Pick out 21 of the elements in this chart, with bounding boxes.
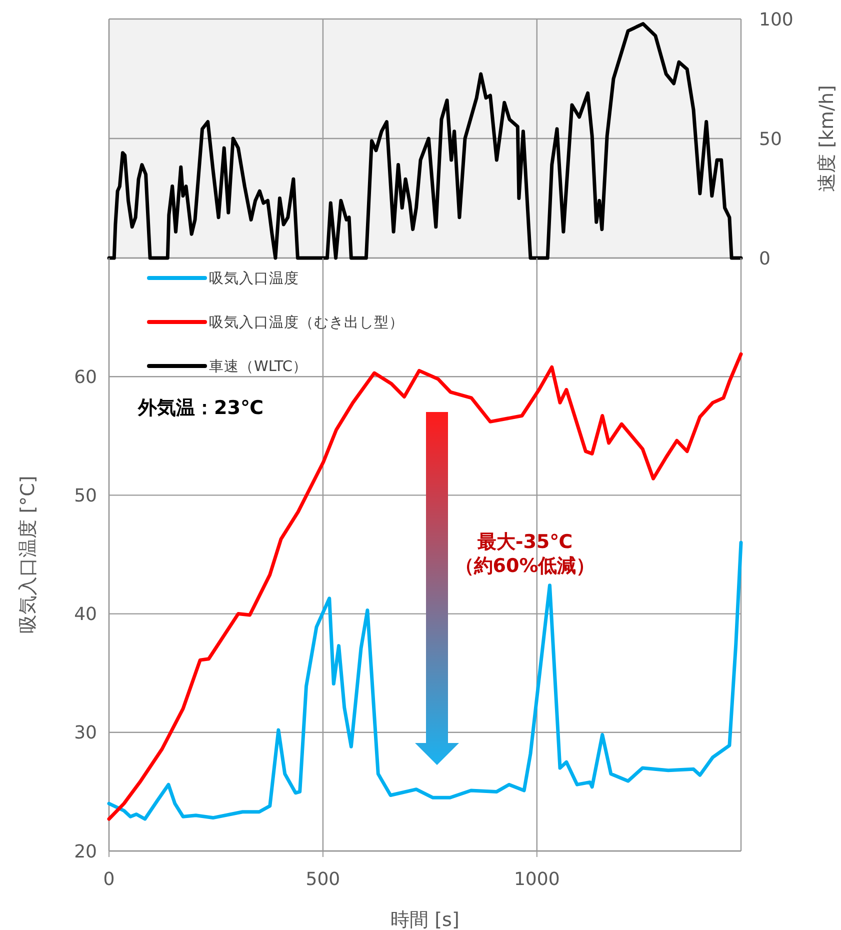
legend-label: 吸気入口温度（むき出し型） — [209, 314, 404, 332]
annotation: （約60%低減） — [454, 555, 596, 577]
x-tick-label: 0 — [103, 869, 115, 890]
legend-label: 吸気入口温度 — [209, 270, 299, 288]
x-axis-title: 時間 [s] — [390, 909, 460, 930]
y-tick-label: 30 — [74, 722, 97, 744]
line-series — [107, 352, 743, 821]
y-tick-label: 20 — [74, 841, 97, 862]
y-axis-title: 吸気入口温度 [°C] — [17, 476, 39, 634]
y-tick-label: 100 — [759, 9, 794, 30]
legend-label: 車速（WLTC） — [209, 358, 308, 376]
y-tick-label: 0 — [759, 248, 770, 270]
y-tick-label: 50 — [759, 128, 782, 150]
annotation: 外気温：23℃ — [137, 397, 264, 419]
y-tick-label: 40 — [74, 604, 97, 626]
x-tick-label: 500 — [306, 869, 340, 890]
x-tick-label: 1000 — [514, 869, 560, 890]
y-axis-title: 速度 [km/h] — [816, 85, 838, 192]
y-tick-label: 50 — [74, 486, 97, 506]
y-tick-label: 60 — [74, 366, 97, 388]
annotation: 最大-35℃ — [476, 531, 573, 553]
